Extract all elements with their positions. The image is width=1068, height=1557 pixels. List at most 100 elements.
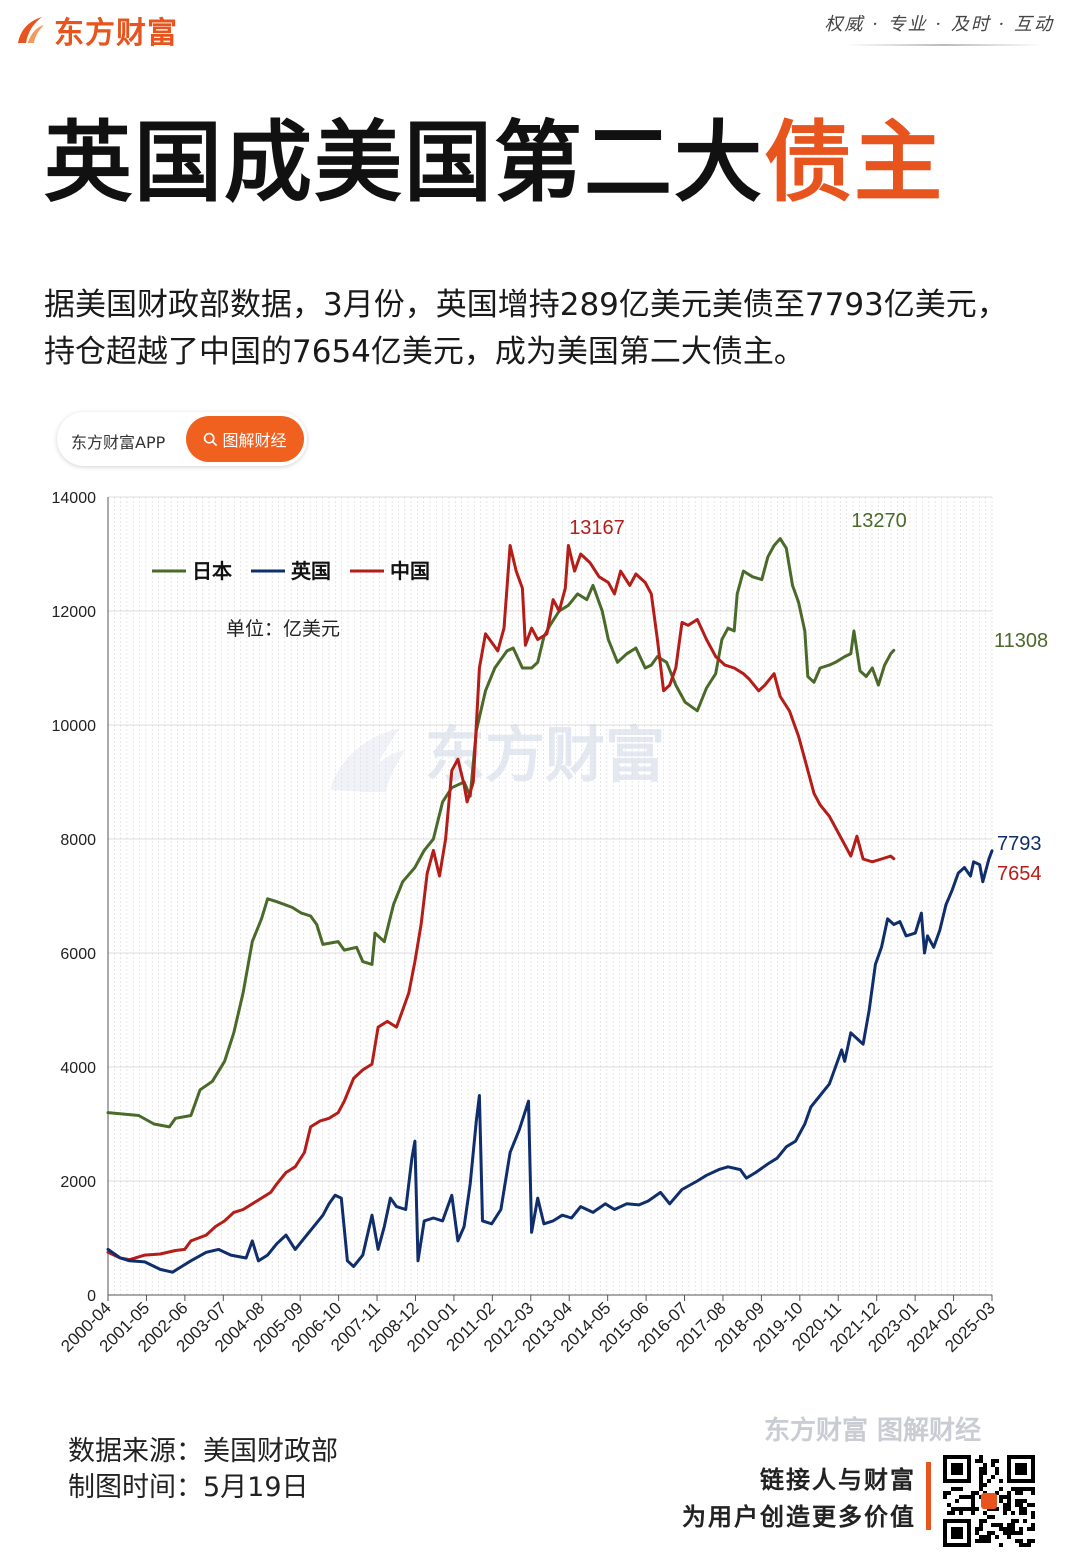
qr-module: [987, 1515, 991, 1519]
y-tick-label: 0: [87, 1288, 96, 1305]
qr-module: [1011, 1511, 1015, 1515]
qr-module: [1031, 1511, 1035, 1515]
qr-module: [1007, 1531, 1011, 1535]
unit-label: 单位：亿美元: [226, 618, 340, 640]
qr-module: [1007, 1523, 1011, 1527]
qr-finder-core: [951, 1463, 963, 1475]
qr-module: [979, 1487, 983, 1491]
y-axis: 0 2000 4000 6000 8000 10000 12000 14000: [52, 490, 992, 1305]
title-main: 英国成美国第二大: [44, 111, 765, 214]
qr-module: [1015, 1519, 1019, 1523]
qr-module: [951, 1487, 955, 1491]
qr-module: [1031, 1515, 1035, 1519]
qr-module: [1031, 1539, 1035, 1543]
qr-module: [983, 1535, 987, 1539]
qr-module: [987, 1539, 991, 1543]
qr-logo: [981, 1493, 997, 1509]
qr-module: [951, 1507, 955, 1511]
qr-module: [943, 1491, 947, 1495]
qr-module: [1003, 1495, 1007, 1499]
qr-module: [1031, 1487, 1035, 1491]
qr-module: [947, 1511, 951, 1515]
qr-module: [983, 1511, 987, 1515]
qr-module: [959, 1487, 963, 1491]
footer-accent-bar: [926, 1462, 931, 1530]
graphic-finance-button[interactable]: 图解财经: [186, 416, 304, 462]
qr-module: [971, 1499, 975, 1503]
qr-module: [975, 1507, 979, 1511]
series-line-英国: [106, 849, 994, 1274]
qr-module: [991, 1459, 995, 1463]
qr-module: [1023, 1507, 1027, 1511]
chart-watermark-text: 东方财富: [425, 721, 665, 791]
brand-slogan: 权威 · 专业 · 及时 · 互动: [824, 14, 1054, 35]
qr-module: [1007, 1507, 1011, 1511]
qr-module: [971, 1503, 975, 1507]
qr-module: [1015, 1531, 1019, 1535]
qr-module: [1015, 1539, 1019, 1543]
qr-module: [1007, 1499, 1011, 1503]
data-label: 11308: [994, 630, 1048, 652]
brand-logo: 东方财富: [14, 8, 178, 52]
qr-module: [995, 1471, 999, 1475]
qr-module: [1011, 1527, 1015, 1531]
eastmoney-logo-icon: [18, 17, 44, 43]
qr-module: [967, 1495, 971, 1499]
qr-module: [983, 1471, 987, 1475]
qr-module: [967, 1507, 971, 1511]
qr-module: [1019, 1527, 1023, 1531]
qr-module: [1023, 1487, 1027, 1491]
app-name: 东方财富APP: [71, 433, 166, 452]
qr-module: [979, 1479, 983, 1483]
qr-module: [1023, 1499, 1027, 1503]
qr-module: [1007, 1535, 1011, 1539]
y-tick-label: 14000: [52, 490, 97, 507]
qr-module: [955, 1487, 959, 1491]
title-accent: 债主: [764, 111, 945, 214]
y-tick-label: 12000: [52, 604, 97, 621]
qr-module: [995, 1535, 999, 1539]
qr-module: [999, 1487, 1003, 1491]
legend-label: 中国: [390, 559, 430, 583]
data-label: 13270: [851, 510, 907, 532]
qr-code-icon[interactable]: [943, 1455, 1035, 1547]
brand-name: 东方财富: [54, 16, 178, 51]
graphic-finance-label: 图解财经: [222, 431, 287, 450]
x-axis: 2000-042001-052002-062003-072004-082005-…: [57, 1295, 999, 1356]
qr-module: [1015, 1503, 1019, 1507]
qr-module: [975, 1531, 979, 1535]
qr-module: [975, 1539, 979, 1543]
page-title: 英国成美国第二大债主: [44, 112, 944, 213]
qr-module: [971, 1511, 975, 1515]
qr-module: [983, 1463, 987, 1467]
qr-module: [1003, 1511, 1007, 1515]
qr-module: [959, 1495, 963, 1499]
series-lines: [106, 537, 994, 1274]
qr-module: [1007, 1495, 1011, 1499]
qr-module: [1011, 1531, 1015, 1535]
qr-module: [979, 1455, 983, 1459]
search-icon: [204, 432, 218, 446]
footer-watermark: 东方财富 图解财经: [764, 1416, 982, 1446]
qr-module: [963, 1495, 967, 1499]
qr-module: [979, 1475, 983, 1479]
qr-module: [975, 1459, 979, 1463]
qr-module: [1027, 1503, 1031, 1507]
qr-module: [1031, 1527, 1035, 1531]
chart-date: 制图时间：5月19日: [68, 1472, 309, 1504]
qr-finder-core: [951, 1527, 963, 1539]
qr-module: [963, 1507, 967, 1511]
qr-module: [1011, 1487, 1015, 1491]
qr-module: [1019, 1487, 1023, 1491]
qr-module: [1015, 1499, 1019, 1503]
qr-module: [1031, 1503, 1035, 1507]
qr-finder-core: [1015, 1463, 1027, 1475]
qr-module: [1007, 1527, 1011, 1531]
y-tick-label: 2000: [60, 1174, 96, 1191]
qr-module: [987, 1479, 991, 1483]
footer-source: 数据来源：美国财政部 制图时间：5月19日: [68, 1434, 338, 1507]
app-pill: 东方财富APP 图解财经: [57, 412, 307, 466]
data-source: 数据来源：美国财政部: [68, 1436, 338, 1467]
series-line-日本: [106, 537, 896, 1129]
qr-module: [979, 1523, 983, 1527]
